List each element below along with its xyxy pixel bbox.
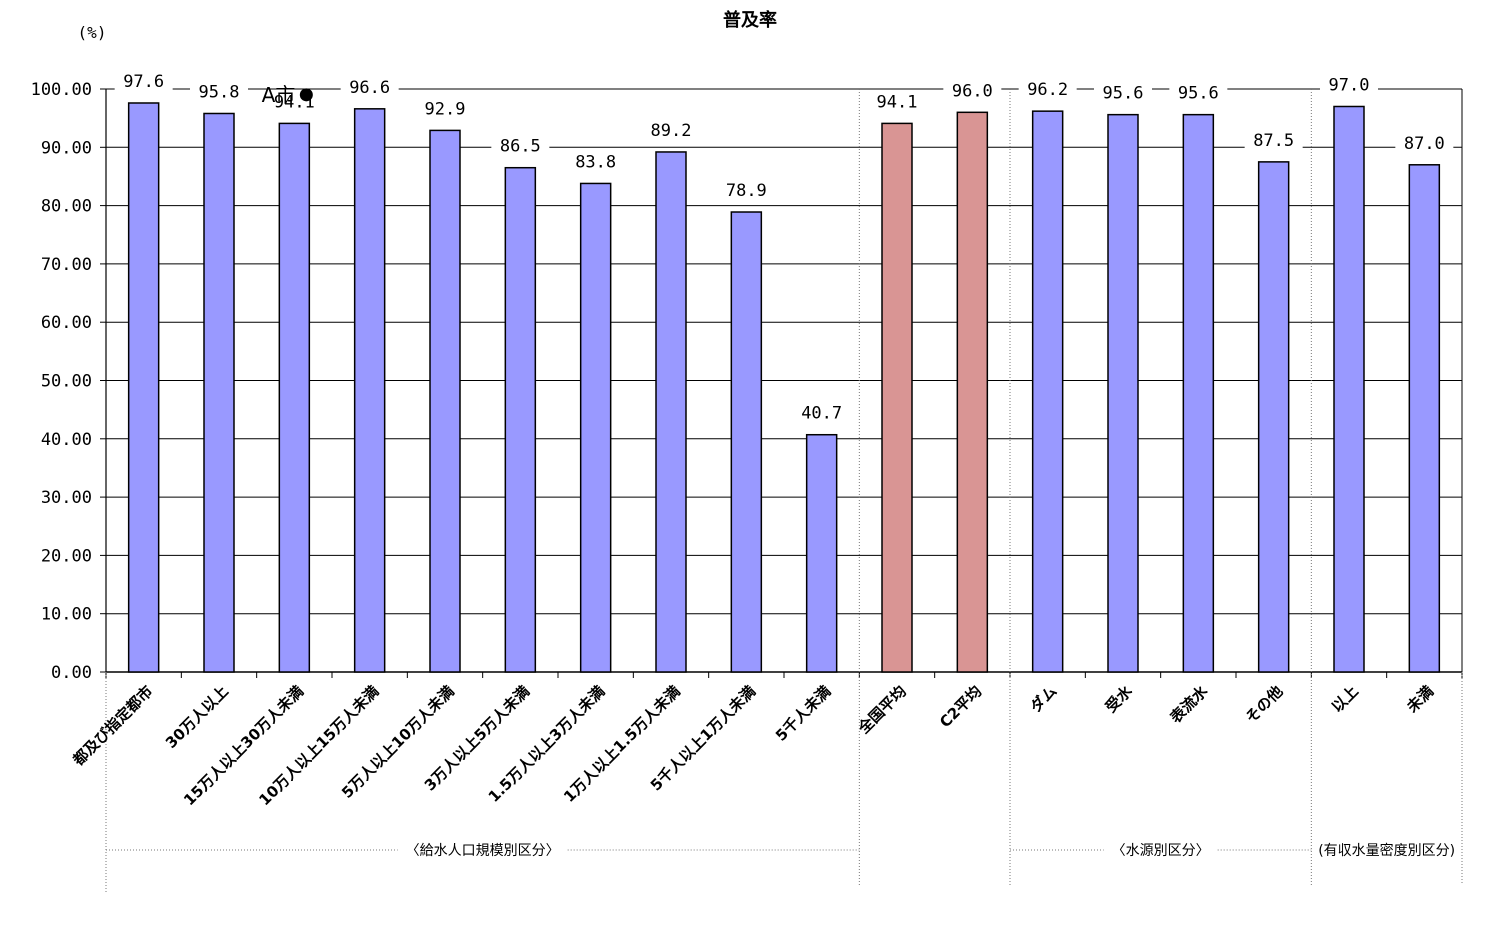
bar bbox=[1257, 161, 1290, 673]
x-category-label: ダム bbox=[1027, 682, 1061, 716]
value-label: 95.6 bbox=[1103, 84, 1144, 104]
bar bbox=[429, 129, 461, 673]
y-tick-label: 0.00 bbox=[51, 663, 92, 683]
value-label: 94.1 bbox=[877, 92, 918, 112]
value-label-background bbox=[416, 97, 474, 120]
bar bbox=[1031, 110, 1064, 673]
group-label: 〈給水人口規模別区分〉 bbox=[406, 843, 560, 859]
value-label-background bbox=[1018, 78, 1077, 101]
x-axis-category-labels: 都及び指定都市 30万人以上15万人以上30万人未満10万人以上15万人未満5万人… bbox=[69, 681, 1437, 809]
y-axis-tick-labels: 0.00 10.00 20.00 30.00 40.00 50.00 60.00 70.00 8… bbox=[31, 80, 92, 683]
x-category-label: 全国平均 bbox=[854, 682, 910, 738]
x-category-label: 表流水 bbox=[1167, 681, 1212, 726]
bar bbox=[127, 102, 160, 673]
marker-label: A市 bbox=[262, 83, 296, 107]
bar bbox=[1333, 105, 1365, 673]
x-category-label: 受水 bbox=[1102, 681, 1137, 716]
value-label-background bbox=[1244, 128, 1303, 151]
x-category-label: 都及び指定都市 bbox=[69, 682, 157, 770]
marker-dot bbox=[299, 88, 313, 102]
bar bbox=[730, 211, 763, 673]
y-tick-label: 30.00 bbox=[41, 488, 92, 508]
group-dividers bbox=[105, 89, 1463, 893]
value-label-background bbox=[792, 401, 851, 424]
value-label-background bbox=[1395, 131, 1454, 154]
y-tick-label: 80.00 bbox=[41, 197, 92, 217]
value-label-background bbox=[717, 179, 776, 202]
x-category-label: C2平均 bbox=[936, 682, 985, 731]
bar bbox=[805, 433, 838, 673]
value-label-background bbox=[566, 150, 625, 173]
group-label: (有収水量密度別区分) bbox=[1318, 842, 1455, 859]
y-tick-label: 40.00 bbox=[41, 430, 92, 450]
y-axis-unit-label: (%) bbox=[78, 23, 107, 42]
x-category-label: 未満 bbox=[1403, 682, 1438, 717]
bar bbox=[353, 108, 386, 673]
gridlines bbox=[100, 88, 1463, 678]
y-tick-label: 60.00 bbox=[41, 313, 92, 333]
value-label: 78.9 bbox=[726, 181, 767, 201]
value-label: 95.6 bbox=[1178, 84, 1219, 104]
value-label-background bbox=[642, 118, 700, 141]
bar bbox=[655, 151, 687, 673]
value-labels: 97.6 95.8 94.1 96.6 92.9 86.5 83.8 89.2 78.9 40.7… bbox=[114, 69, 1454, 424]
marker: A市 bbox=[262, 83, 313, 107]
bar bbox=[203, 112, 235, 673]
value-label: 86.5 bbox=[500, 137, 541, 157]
y-tick-label: 10.00 bbox=[41, 605, 92, 625]
bar bbox=[579, 182, 612, 673]
value-label: 87.5 bbox=[1253, 131, 1294, 151]
bar bbox=[278, 122, 311, 673]
value-label-background bbox=[340, 75, 399, 98]
bar bbox=[881, 122, 913, 673]
bars bbox=[127, 102, 1441, 673]
y-tick-label: 50.00 bbox=[41, 372, 92, 392]
value-label-background bbox=[190, 80, 248, 103]
y-tick-label: 20.00 bbox=[41, 546, 92, 566]
value-label-background bbox=[1169, 81, 1228, 104]
value-label-background bbox=[114, 69, 173, 92]
group-labels: 〈給水人口規模別区分〉 〈水源別区分〉 (有収水量密度別区分) bbox=[106, 842, 1455, 859]
value-label: 92.9 bbox=[425, 99, 466, 119]
value-label: 40.7 bbox=[801, 404, 842, 424]
value-label: 96.6 bbox=[349, 78, 390, 98]
value-label-background bbox=[1320, 73, 1378, 96]
value-label: 96.0 bbox=[952, 81, 993, 101]
value-label: 96.2 bbox=[1027, 80, 1068, 100]
value-label: 97.6 bbox=[123, 72, 164, 92]
bar bbox=[956, 111, 989, 673]
group-label: 〈水源別区分〉 bbox=[1112, 843, 1210, 859]
x-category-label: その他 bbox=[1242, 682, 1287, 727]
value-label: 89.2 bbox=[651, 121, 692, 141]
value-label-background bbox=[943, 79, 1002, 102]
bar bbox=[504, 166, 537, 673]
value-label-background bbox=[868, 90, 926, 113]
x-category-label: 5千人未満 bbox=[772, 682, 835, 745]
value-label-background bbox=[1094, 81, 1152, 104]
value-label-background bbox=[491, 134, 550, 157]
y-tick-label: 90.00 bbox=[41, 138, 92, 158]
value-label: 95.8 bbox=[199, 82, 240, 102]
value-label: 97.0 bbox=[1329, 75, 1370, 95]
value-label: 83.8 bbox=[575, 152, 616, 172]
bar bbox=[1408, 164, 1441, 673]
x-category-label: 以上 bbox=[1328, 682, 1362, 716]
bar bbox=[1182, 113, 1215, 673]
y-tick-label: 100.00 bbox=[31, 80, 92, 100]
x-category-label: 30万人以上 bbox=[162, 682, 232, 752]
y-tick-label: 70.00 bbox=[41, 255, 92, 275]
value-label: 87.0 bbox=[1404, 134, 1445, 154]
chart-title: 普及率 bbox=[723, 9, 777, 31]
bar bbox=[1107, 113, 1139, 673]
